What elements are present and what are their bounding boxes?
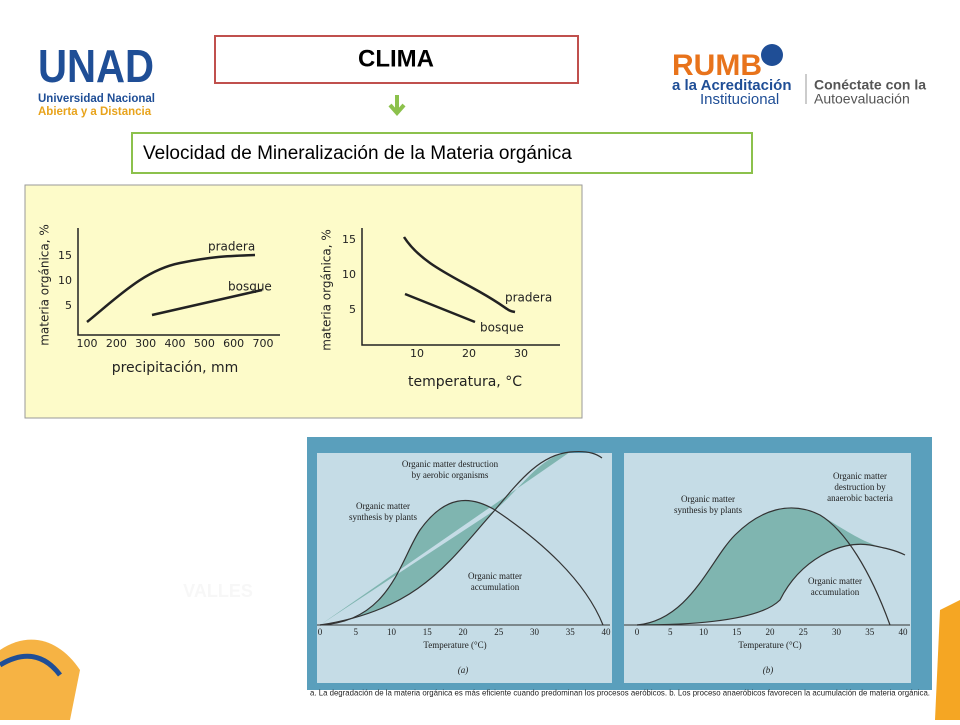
x-tick-label: 20 — [459, 627, 469, 637]
y-tick-label: 5 — [349, 303, 356, 316]
axes — [361, 228, 560, 346]
y-tick-label: 10 — [342, 268, 356, 281]
y-tick-label: 10 — [58, 274, 72, 287]
panel-a — [317, 453, 612, 683]
curve — [404, 292, 476, 324]
panel-b-curves — [624, 507, 910, 626]
x-tick-label: 15 — [732, 627, 742, 637]
caption: a. La degradación de la materia orgánica… — [310, 687, 930, 697]
annotation: Organic matter — [356, 501, 410, 511]
annotation: Organic matter — [468, 571, 522, 581]
logo-text: UNAD — [38, 40, 154, 92]
decoration — [0, 639, 80, 720]
x-tick-label: 5 — [354, 627, 359, 637]
x-tick-label: 100 — [77, 337, 98, 350]
y-axis-label: materia orgánica, % — [320, 229, 334, 351]
curve — [151, 288, 263, 317]
x-axis-label: Temperature (°C) — [738, 640, 801, 650]
panel-label: (b) — [763, 665, 774, 675]
x-tick-label: 600 — [223, 337, 244, 350]
figure1-plots — [77, 228, 560, 346]
y-tick-label: 5 — [65, 299, 72, 312]
subtitle-box — [131, 132, 753, 174]
x-tick-label: 40 — [899, 627, 909, 637]
logo-line: Conéctate con la — [814, 77, 926, 93]
x-tick-label: 40 — [602, 627, 612, 637]
curve — [636, 543, 906, 626]
panel-label: (a) — [458, 665, 469, 675]
annotation: destruction by — [834, 482, 886, 492]
x-tick-label: 200 — [106, 337, 127, 350]
x-tick-label: 30 — [514, 347, 528, 360]
x-tick-label: 30 — [530, 627, 540, 637]
logo-line: Universidad Nacional — [38, 93, 155, 105]
figure1 — [24, 184, 583, 419]
x-axis-label: Temperature (°C) — [423, 640, 486, 650]
annotation: anaerobic bacteria — [827, 493, 893, 503]
curve — [402, 236, 516, 314]
x-tick-label: 35 — [865, 627, 875, 637]
x-tick-label: 0 — [318, 627, 323, 637]
x-tick-label: 300 — [135, 337, 156, 350]
x-tick-label: 5 — [668, 627, 673, 637]
logo-unad: UNAD Universidad Nacional Abierta y a Di… — [38, 40, 155, 118]
annotation: synthesis by plants — [674, 505, 742, 515]
annotation: synthesis by plants — [349, 512, 417, 522]
logo-rumbo: RUMB a la Acreditación Institucional Con… — [672, 44, 926, 108]
x-tick-label: 30 — [832, 627, 842, 637]
curve — [86, 253, 256, 323]
x-tick-label: 35 — [566, 627, 576, 637]
watermark: VALLES — [183, 581, 253, 601]
x-tick-label: 10 — [387, 627, 397, 637]
x-axis-label: temperatura, °C — [408, 374, 522, 390]
x-tick-label: 700 — [253, 337, 274, 350]
x-tick-label: 20 — [462, 347, 476, 360]
logo-icon — [761, 44, 783, 66]
x-tick-label: 25 — [494, 627, 504, 637]
arrow — [388, 95, 406, 117]
y-axis-label: materia orgánica, % — [38, 224, 52, 346]
annotation: by aerobic organisms — [412, 470, 489, 480]
annotation: Organic matter — [808, 576, 862, 586]
shaded-area — [637, 507, 875, 625]
curve — [319, 499, 604, 626]
annotation: accumulation — [471, 582, 520, 592]
logo-line: Institucional — [700, 91, 779, 108]
x-tick-label: 20 — [766, 627, 776, 637]
logo-line: Abierta y a Distancia — [38, 106, 152, 118]
annotation: accumulation — [811, 587, 860, 597]
logo-line: a la Acreditación — [672, 77, 792, 94]
x-tick-label: 400 — [165, 337, 186, 350]
subtitle: Velocidad de Mineralización de la Materi… — [143, 143, 572, 164]
decoration — [0, 653, 62, 677]
series-label: pradera — [208, 240, 255, 254]
series-label: bosque — [228, 280, 272, 294]
curve — [636, 507, 891, 626]
x-tick-label: 10 — [699, 627, 709, 637]
title: CLIMA — [358, 45, 434, 72]
panel-a-curves — [317, 450, 610, 626]
annotation: Organic matter — [681, 494, 735, 504]
x-tick-label: 25 — [799, 627, 809, 637]
x-tick-label: 15 — [423, 627, 433, 637]
logo-brand: RUMB — [672, 49, 762, 82]
curve — [319, 450, 603, 626]
series-label: bosque — [480, 321, 524, 335]
y-tick-label: 15 — [58, 249, 72, 262]
x-axis-label: precipitación, mm — [112, 360, 239, 376]
annotation: Organic matter destruction — [402, 459, 499, 469]
axes — [77, 228, 280, 336]
title-box — [214, 35, 579, 84]
x-tick-label: 500 — [194, 337, 215, 350]
logo-line: Autoevaluación — [814, 91, 910, 107]
series-label: pradera — [505, 291, 552, 305]
x-tick-label: 0 — [635, 627, 640, 637]
annotation: Organic matter — [833, 471, 887, 481]
x-tick-label: 10 — [410, 347, 424, 360]
decoration — [935, 600, 960, 720]
y-tick-label: 15 — [342, 233, 356, 246]
